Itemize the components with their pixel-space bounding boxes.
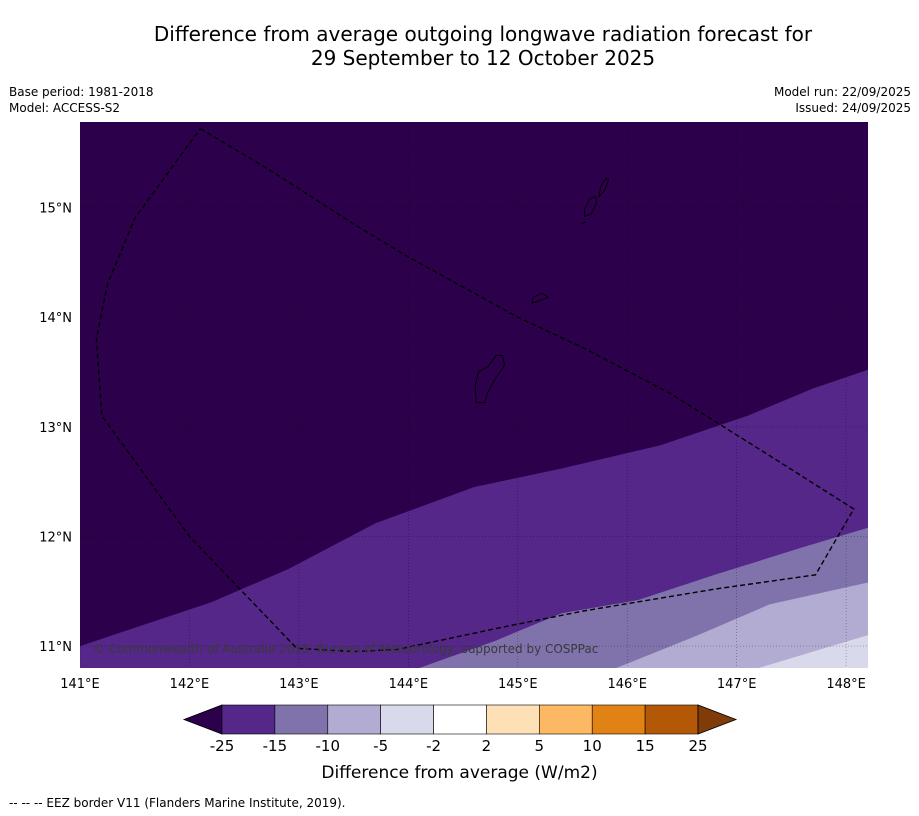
- meta-left: Base period: 1981-2018 Model: ACCESS-S2: [9, 84, 154, 116]
- colorbar-segment: [539, 704, 593, 735]
- colorbar-tick-label: -15: [263, 737, 288, 755]
- colorbar-tick-label: 25: [688, 737, 707, 755]
- island-outline: [584, 195, 598, 217]
- lon-tick-label: 143°E: [279, 677, 319, 692]
- meta-right: Model run: 22/09/2025 Issued: 24/09/2025: [774, 84, 911, 116]
- lon-tick-label: 142°E: [170, 677, 210, 692]
- colorbar-segment: [486, 704, 540, 735]
- lon-tick-label: 141°E: [60, 677, 100, 692]
- title-line-2: 29 September to 12 October 2025: [310, 46, 656, 70]
- colorbar-tick-label: -2: [426, 737, 441, 755]
- eez-border-line: [95, 127, 855, 653]
- lon-tick-label: 144°E: [389, 677, 429, 692]
- copyright-text: © Commonwealth of Australia 2025, Bureau…: [93, 642, 598, 656]
- lat-tick-label: 15°N: [39, 202, 72, 217]
- island-outline: [598, 177, 610, 198]
- colorbar-tick-label: 5: [535, 737, 545, 755]
- colorbar-segment: [433, 704, 487, 735]
- colorbar-tick-label: -5: [373, 737, 388, 755]
- island-outline: [581, 221, 586, 225]
- base-period: Base period: 1981-2018: [9, 85, 154, 99]
- colorbar-label: Difference from average (W/m2): [321, 763, 598, 783]
- title-line-1: Difference from average outgoing longwav…: [153, 22, 813, 46]
- colorbar-segment: [591, 704, 646, 735]
- colorbar-extend-low: [182, 704, 223, 735]
- colorbar-tick-label: 15: [636, 737, 655, 755]
- colorbar-segment: [327, 704, 381, 735]
- lon-tick-label: 147°E: [717, 677, 757, 692]
- lon-tick-label: 145°E: [498, 677, 538, 692]
- chart-title: Difference from average outgoing longwav…: [0, 22, 919, 70]
- lat-tick-label: 13°N: [39, 421, 72, 436]
- model-name: Model: ACCESS-S2: [9, 101, 121, 115]
- colorbar-tick-label: -10: [316, 737, 341, 755]
- map-plot-area: © Commonwealth of Australia 2025, Bureau…: [80, 122, 868, 668]
- model-run: Model run: 22/09/2025: [773, 85, 911, 99]
- island-outline: [531, 292, 550, 304]
- footer-note: -- -- -- EEZ border V11 (Flanders Marine…: [9, 796, 346, 810]
- colorbar-extend-high: [697, 704, 738, 735]
- lat-tick-label: 14°N: [39, 311, 72, 326]
- band-0: [80, 122, 868, 668]
- colorbar-tick-label: 10: [583, 737, 602, 755]
- island-outline: [474, 355, 506, 404]
- colorbar-tick-label: 2: [482, 737, 492, 755]
- colorbar-tick-label: -25: [210, 737, 235, 755]
- lon-tick-label: 146°E: [607, 677, 647, 692]
- colorbar-segment: [221, 704, 276, 735]
- colorbar-segment: [274, 704, 329, 735]
- lat-tick-label: 11°N: [39, 640, 72, 655]
- issued-date: Issued: 24/09/2025: [795, 101, 911, 115]
- lat-tick-label: 12°N: [39, 530, 72, 545]
- colorbar-segment: [644, 704, 699, 735]
- colorbar-segment: [380, 704, 434, 735]
- lon-tick-label: 148°E: [826, 677, 866, 692]
